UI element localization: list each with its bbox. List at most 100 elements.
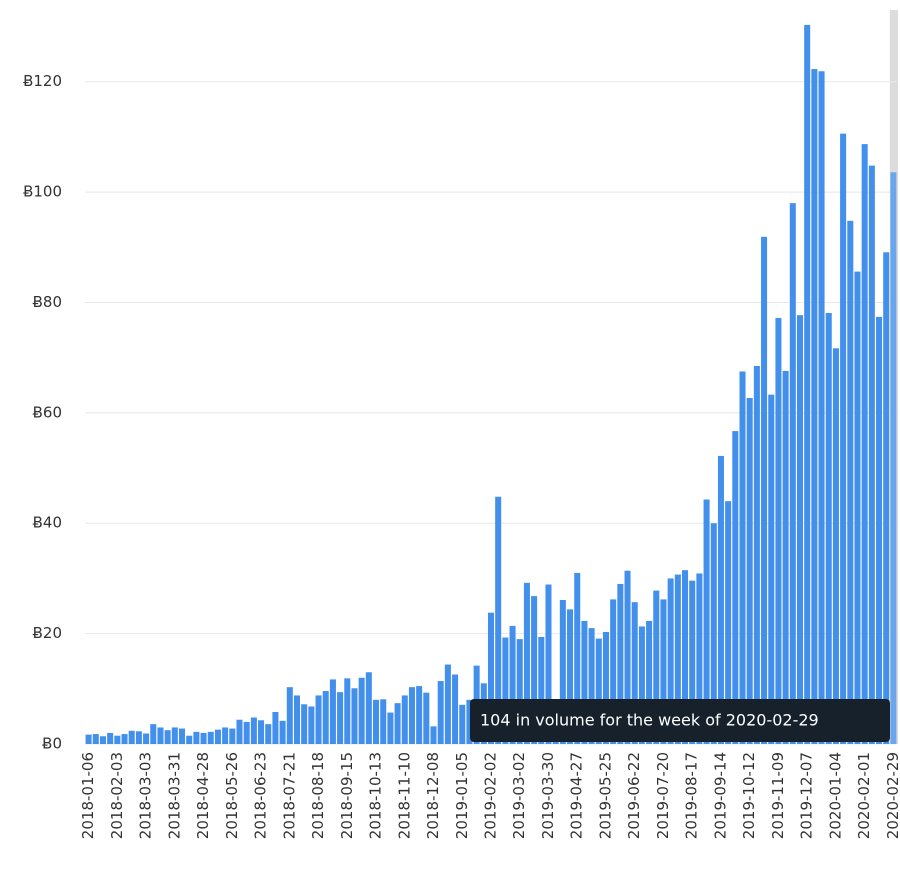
bar	[107, 732, 114, 744]
bar	[92, 734, 99, 744]
bar	[753, 365, 760, 744]
bar	[293, 695, 301, 744]
x-tick-label: 2018-06-23	[252, 752, 270, 839]
bar	[861, 144, 868, 745]
bar	[394, 703, 401, 744]
bar	[868, 165, 875, 745]
bar	[825, 312, 832, 744]
x-tick-label: 2019-10-12	[740, 752, 758, 839]
bar	[452, 674, 459, 744]
x-tick-label: 2018-12-08	[424, 752, 442, 839]
x-tick-label: 2018-11-10	[395, 752, 413, 839]
bar	[337, 692, 344, 744]
bar	[128, 730, 135, 744]
bar	[732, 431, 739, 744]
bar	[660, 599, 667, 744]
bar	[646, 620, 653, 744]
bar	[509, 625, 516, 744]
bar	[495, 496, 502, 744]
bar	[444, 664, 451, 744]
bar	[789, 203, 796, 744]
bar	[531, 596, 538, 744]
tooltip: 104 in volume for the week of 2020-02-29	[470, 699, 890, 742]
bar	[876, 316, 883, 744]
bar	[617, 583, 624, 744]
bar	[581, 620, 588, 744]
bar	[373, 699, 380, 744]
y-tick-label: Ƀ20	[33, 624, 62, 642]
bar	[365, 672, 372, 744]
bar	[250, 717, 257, 744]
bar	[351, 688, 358, 744]
bar	[538, 636, 545, 744]
bar	[854, 271, 861, 744]
x-tick-label: 2018-05-26	[223, 752, 241, 839]
bar	[595, 638, 602, 744]
bar	[523, 582, 530, 744]
bar	[430, 726, 437, 744]
bar	[681, 570, 689, 744]
y-tick-label: Ƀ60	[33, 403, 62, 421]
bar	[631, 602, 638, 744]
x-tick-label: 2018-01-06	[79, 752, 97, 839]
bar	[114, 735, 121, 744]
x-tick-label: 2019-03-30	[539, 752, 557, 839]
tooltip-text: 104 in volume for the week of 2020-02-29	[480, 711, 819, 730]
bar	[150, 724, 157, 744]
bar	[401, 695, 408, 744]
x-tick-label: 2019-06-22	[625, 752, 643, 839]
bar	[229, 728, 236, 744]
bar	[567, 609, 574, 744]
bar	[200, 732, 207, 744]
bar	[761, 236, 768, 744]
x-tick-label: 2018-07-21	[280, 752, 298, 839]
bar	[466, 699, 473, 744]
bar	[178, 728, 186, 744]
bar	[487, 612, 495, 744]
bar	[638, 626, 645, 744]
bar	[143, 733, 150, 744]
bar	[847, 220, 854, 744]
bar	[243, 721, 250, 744]
bar	[135, 731, 142, 744]
x-tick-label: 2018-03-31	[165, 752, 183, 839]
bar	[308, 706, 315, 744]
bar	[703, 499, 710, 744]
bar	[214, 729, 221, 744]
x-tick-label: 2018-02-03	[108, 752, 126, 839]
bar	[416, 686, 423, 744]
bar	[157, 727, 164, 744]
bar	[717, 455, 724, 744]
bar	[602, 631, 609, 744]
bar	[768, 394, 775, 744]
bar	[624, 570, 631, 744]
bar	[423, 692, 430, 744]
x-tick-label: 2018-10-13	[367, 752, 385, 839]
bar	[121, 734, 128, 744]
bar	[437, 681, 444, 744]
x-tick-label: 2019-01-05	[453, 752, 471, 839]
x-tick-label: 2018-08-18	[309, 752, 327, 839]
y-tick-label: Ƀ40	[33, 514, 62, 532]
bar	[746, 397, 753, 744]
bar	[725, 501, 732, 744]
bar	[272, 711, 279, 744]
bar	[653, 590, 660, 744]
x-tick-label: 2020-02-29	[884, 752, 900, 839]
x-tick-label: 2020-01-04	[826, 752, 844, 839]
bar	[171, 727, 178, 744]
bar	[315, 695, 322, 744]
bar	[610, 599, 617, 744]
x-tick-label: 2019-03-02	[510, 752, 528, 839]
bar	[811, 69, 818, 744]
bar	[818, 71, 825, 744]
x-tick-label: 2018-03-03	[137, 752, 155, 839]
bar	[222, 727, 229, 744]
bar	[782, 370, 789, 744]
bar	[559, 599, 566, 744]
bar	[265, 724, 272, 744]
x-tick-label: 2019-09-14	[711, 752, 729, 839]
bar	[696, 573, 703, 744]
bar	[588, 628, 595, 744]
